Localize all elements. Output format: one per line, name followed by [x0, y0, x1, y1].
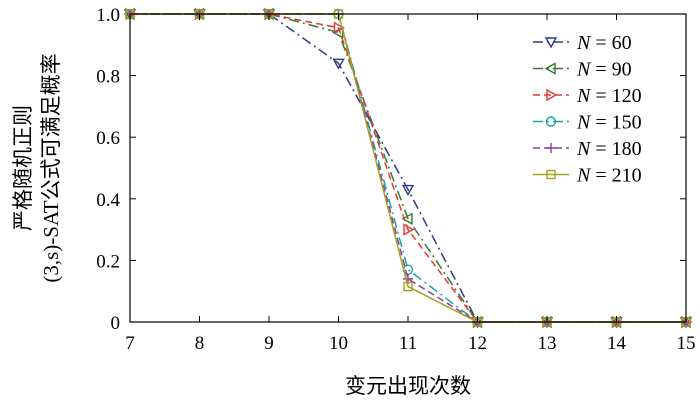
legend-entry-0: N = 60	[533, 32, 632, 54]
x-tick-label: 13	[538, 333, 557, 354]
legend-label: N = 120	[576, 85, 642, 107]
y-tick-label: 0	[111, 313, 121, 334]
legend-entry-3: N = 150	[533, 112, 642, 134]
legend-label: N = 180	[576, 138, 642, 160]
data-point	[403, 223, 415, 236]
legend-entry-5: N = 210	[533, 165, 642, 187]
x-tick-label: 14	[607, 333, 627, 354]
x-tick-label: 12	[468, 333, 487, 354]
x-tick-label: 15	[677, 333, 696, 354]
y-tick-label: 0.6	[96, 128, 120, 149]
legend-label: N = 210	[576, 165, 642, 187]
legend-entry-4: N = 180	[533, 138, 642, 160]
series-line-1	[130, 13, 686, 323]
y-tick-label: 1.0	[96, 5, 120, 26]
y-tick-label: 0.4	[96, 190, 120, 211]
legend-marker	[546, 169, 556, 180]
legend-marker	[544, 62, 556, 75]
y-tick-label: 0.2	[96, 251, 120, 272]
ticks-layer: 7 8 9 10 11 12 13 14 15 0 0.2 0.4 0.6 0.8 1.0	[96, 5, 695, 354]
legend-label: N = 150	[576, 112, 642, 134]
x-axis-title: 变元出现次数	[345, 374, 471, 398]
legend-marker	[544, 37, 558, 49]
legend-entry-1: N = 90	[533, 59, 632, 81]
x-tick-label: 7	[125, 333, 135, 354]
data-point	[333, 21, 345, 35]
legend-marker	[545, 116, 557, 127]
x-tick-label: 8	[195, 333, 205, 354]
x-tick-label: 11	[399, 333, 417, 354]
y-axis-title-line2: (3,s)-SAT公式可满足概率	[39, 53, 63, 282]
legend-label: N = 90	[576, 59, 632, 81]
series-line-0	[130, 13, 686, 323]
legend: N = 60 N = 90 N = 120 N = 150 N = 180 N = 210	[533, 32, 642, 187]
legend-label: N = 60	[576, 32, 632, 54]
data-point	[332, 58, 345, 70]
legend-marker	[546, 143, 556, 153]
data-point	[403, 281, 413, 292]
data-point	[401, 212, 413, 226]
x-tick-label: 9	[264, 333, 274, 354]
legend-marker	[546, 88, 558, 102]
y-axis-title-line1: 严格随机正则	[11, 105, 35, 231]
legend-entry-2: N = 120	[533, 85, 642, 107]
x-tick-label: 10	[329, 333, 348, 354]
data-point	[401, 184, 415, 197]
y-tick-label: 0.8	[96, 67, 120, 88]
